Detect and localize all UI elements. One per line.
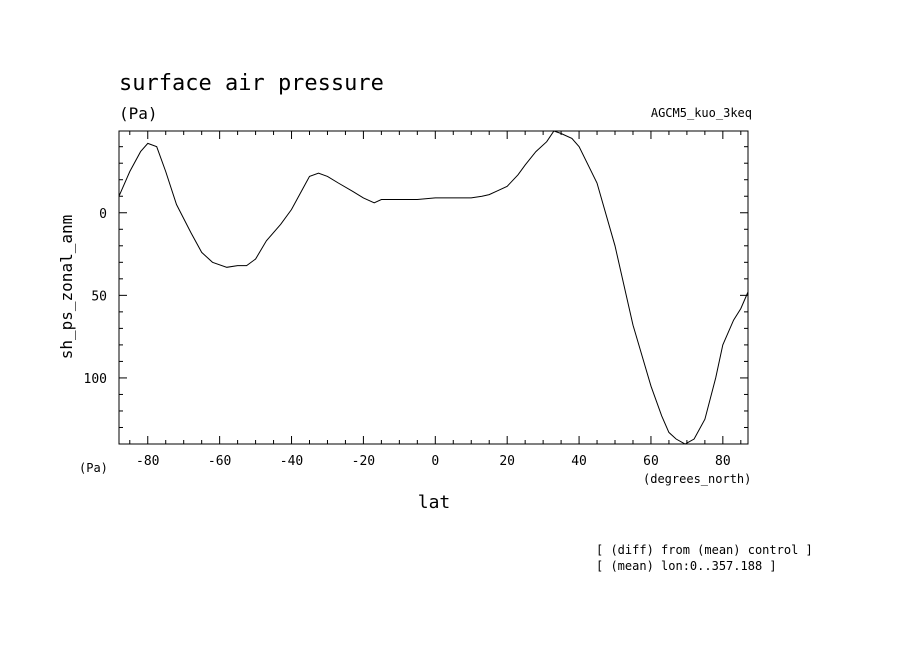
x-tick-label: 0 — [431, 454, 439, 469]
y-tick-label: 50 — [91, 289, 107, 304]
annotation-mean: [ (mean) lon:0..357.188 ] — [596, 559, 777, 573]
y-tick-label: 0 — [99, 207, 107, 222]
x-tick-label: 20 — [499, 454, 515, 469]
x-tick-label: 80 — [715, 454, 731, 469]
minor-ticks — [119, 131, 748, 445]
x-tick-label: -40 — [280, 454, 303, 469]
y-units-bottom: (Pa) — [79, 461, 108, 475]
x-tick-label: -60 — [208, 454, 231, 469]
y-tick-label: 100 — [84, 372, 107, 387]
y-axis-label: sh_ps_zonal_anm — [57, 215, 76, 360]
x-tick-label: -20 — [352, 454, 375, 469]
x-units-label: (degrees_north) — [643, 472, 751, 486]
model-label: AGCM5_kuo_3keq — [651, 106, 752, 120]
annotation-diff: [ (diff) from (mean) control ] — [596, 543, 813, 557]
series-line — [118, 130, 749, 445]
x-axis-label: lat — [418, 492, 451, 513]
plot-frame — [118, 130, 749, 445]
y-axis-ticks: 0 50 100 — [84, 207, 748, 387]
x-tick-label: 40 — [571, 454, 587, 469]
x-axis-ticks: -80 -60 -40 -20 0 20 40 60 80 — [136, 131, 731, 469]
units-label: (Pa) — [119, 104, 158, 123]
chart-title: surface air pressure — [119, 71, 384, 96]
x-tick-label: -80 — [136, 454, 159, 469]
x-tick-label: 60 — [643, 454, 659, 469]
